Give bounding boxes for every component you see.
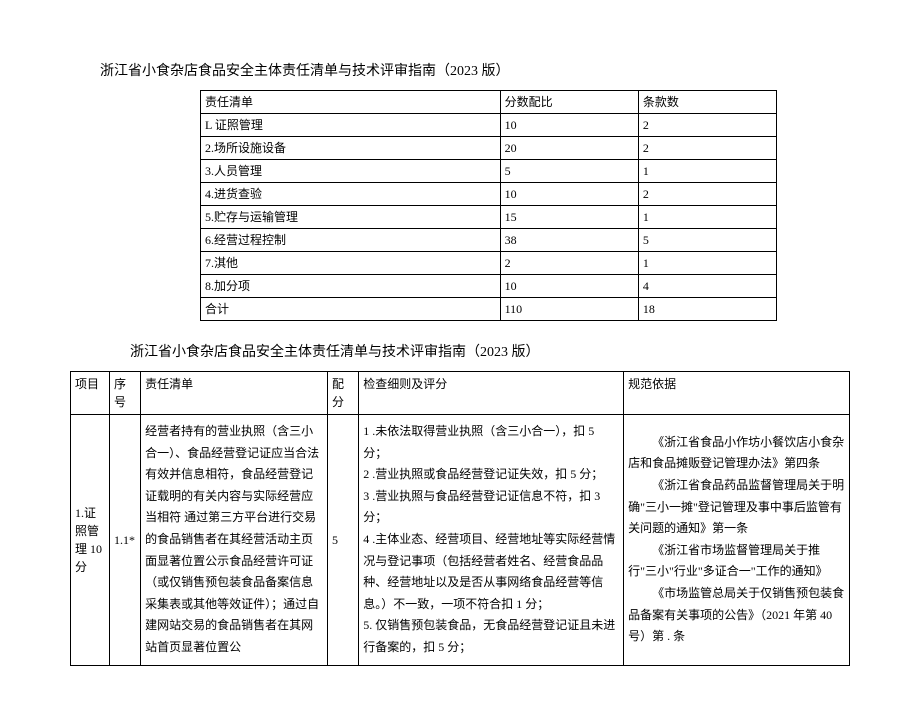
table-header-row: 责任清单 分数配比 条款数 — [201, 91, 777, 114]
cell: 110 — [500, 298, 638, 321]
cell: 15 — [500, 206, 638, 229]
table-row: 4.进货查验102 — [201, 183, 777, 206]
cell-seq: 1.1* — [109, 415, 140, 666]
table-row: 合计11018 — [201, 298, 777, 321]
criteria-line: 5. 仅销售预包装食品，无食品经营登记证且未进行备案的，扣 5 分； — [363, 618, 615, 654]
cell: 5.贮存与运输管理 — [201, 206, 501, 229]
basis-line: 《浙江省食品药品监督管理局关于明确"三小一摊"登记管理及事中事后监管有关问题的通… — [628, 475, 845, 540]
table-row: 5.贮存与运输管理151 — [201, 206, 777, 229]
cell: 20 — [500, 137, 638, 160]
cell: 2.场所设施设备 — [201, 137, 501, 160]
page-title-2: 浙江省小食杂店食品安全主体责任清单与技术评审指南（2023 版） — [130, 341, 850, 361]
table-row: 3.人员管理51 — [201, 160, 777, 183]
basis-line: 《浙江省食品小作坊小餐饮店小食杂店和食品摊贩登记管理办法》第四条 — [628, 432, 845, 475]
cell: 3.人员管理 — [201, 160, 501, 183]
table-row: 1.证照管理 10 分 1.1* 经营者持有的营业执照（含三小合一）、食品经营登… — [71, 415, 850, 666]
cell-criteria: 1 .未依法取得营业执照（含三小合一），扣 5 分； 2 .营业执照或食品经营登… — [359, 415, 624, 666]
detail-table: 项目 序号 责任清单 配分 检查细则及评分 规范依据 1.证照管理 10 分 1… — [70, 371, 850, 666]
col-header: 规范依据 — [624, 372, 850, 415]
table-row: 8.加分项104 — [201, 275, 777, 298]
cell: 1 — [638, 252, 776, 275]
table-row: 6.经营过程控制385 — [201, 229, 777, 252]
basis-line: 《市场监管总局关于仅销售预包装食品备案有关事项的公告》（2021 年第 40 号… — [628, 583, 845, 648]
cell: 38 — [500, 229, 638, 252]
criteria-line: 4 .主体业态、经营项目、经营地址等实际经营情况与登记事项（包括经营者姓名、经营… — [363, 532, 615, 611]
cell: 1 — [638, 206, 776, 229]
col-header: 责任清单 — [201, 91, 501, 114]
cell: 2 — [638, 183, 776, 206]
table-row: 7.淇他21 — [201, 252, 777, 275]
cell: 5 — [638, 229, 776, 252]
cell-basis: 《浙江省食品小作坊小餐饮店小食杂店和食品摊贩登记管理办法》第四条 《浙江省食品药… — [624, 415, 850, 666]
cell: 10 — [500, 114, 638, 137]
cell: 10 — [500, 275, 638, 298]
col-header: 项目 — [71, 372, 110, 415]
cell-score: 5 — [328, 415, 359, 666]
criteria-line: 3 .营业执照与食品经营登记证信息不符，扣 3 分； — [363, 489, 600, 525]
col-header: 序号 — [109, 372, 140, 415]
col-header: 责任清单 — [141, 372, 328, 415]
cell: 2 — [638, 114, 776, 137]
cell: 7.淇他 — [201, 252, 501, 275]
col-header: 条款数 — [638, 91, 776, 114]
cell: 10 — [500, 183, 638, 206]
table-header-row: 项目 序号 责任清单 配分 检查细则及评分 规范依据 — [71, 372, 850, 415]
basis-line: 《浙江省市场监督管理局关于推行"三小"行业"多证合一"工作的通知》 — [628, 540, 845, 583]
cell: 8.加分项 — [201, 275, 501, 298]
cell: 6.经营过程控制 — [201, 229, 501, 252]
cell: 5 — [500, 160, 638, 183]
table-row: 2.场所设施设备202 — [201, 137, 777, 160]
cell: 2 — [638, 137, 776, 160]
cell: 2 — [500, 252, 638, 275]
table-row: L 证照管理102 — [201, 114, 777, 137]
criteria-line: 1 .未依法取得营业执照（含三小合一），扣 5 分； — [363, 424, 594, 460]
cell: 4.进货查验 — [201, 183, 501, 206]
summary-table: 责任清单 分数配比 条款数 L 证照管理102 2.场所设施设备202 3.人员… — [200, 90, 777, 321]
col-header: 分数配比 — [500, 91, 638, 114]
page-title-1: 浙江省小食杂店食品安全主体责任清单与技术评审指南（2023 版） — [100, 60, 850, 80]
criteria-line: 2 .营业执照或食品经营登记证失效，扣 5 分； — [363, 467, 603, 481]
cell: L 证照管理 — [201, 114, 501, 137]
cell: 1 — [638, 160, 776, 183]
col-header: 检查细则及评分 — [359, 372, 624, 415]
cell-liability: 经营者持有的营业执照（含三小合一）、食品经营登记证应当合法有效并信息相符，食品经… — [141, 415, 328, 666]
cell: 4 — [638, 275, 776, 298]
cell: 18 — [638, 298, 776, 321]
cell: 合计 — [201, 298, 501, 321]
col-header: 配分 — [328, 372, 359, 415]
cell-project: 1.证照管理 10 分 — [71, 415, 110, 666]
